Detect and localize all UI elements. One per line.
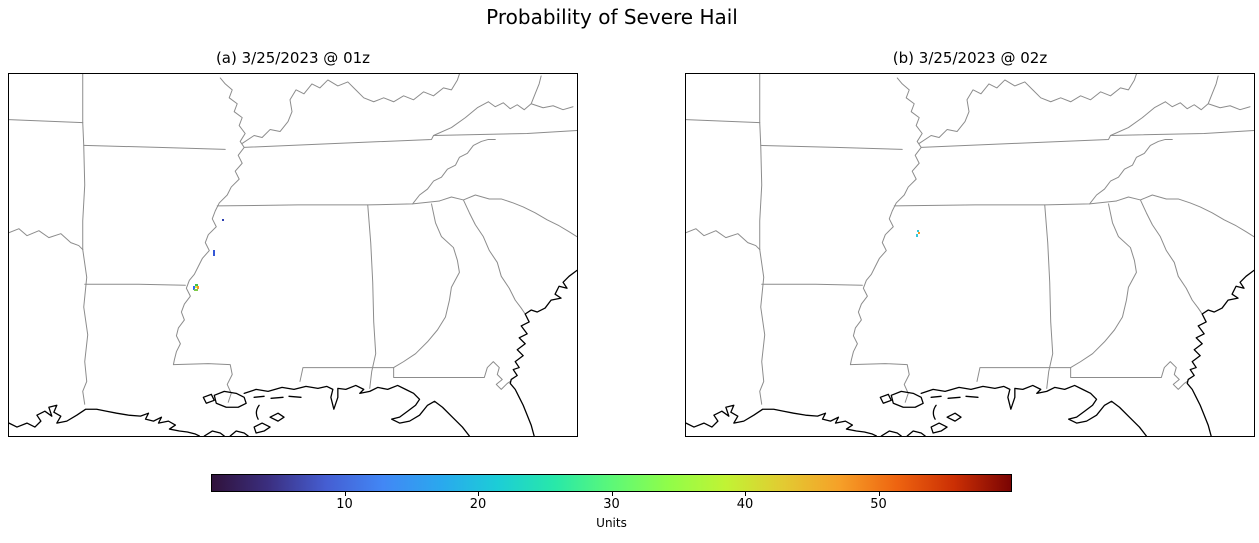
panel-b-title: (b) 3/25/2023 @ 02z xyxy=(892,49,1048,67)
colorbar-tick-label: 30 xyxy=(603,497,620,512)
hail-probability-contour-mark xyxy=(193,286,195,290)
hail-probability-contour-mark xyxy=(195,286,197,288)
colorbar xyxy=(211,474,1012,492)
hail-probability-contour-mark xyxy=(916,234,918,237)
hail-probability-contour-mark xyxy=(917,230,919,232)
hail-contours-a xyxy=(9,74,577,436)
hail-probability-contour-mark xyxy=(222,219,224,221)
colorbar-tick xyxy=(745,492,746,496)
hail-probability-contour-mark xyxy=(918,232,920,234)
colorbar-tick-label: 20 xyxy=(469,497,487,512)
hail-probability-contour-mark xyxy=(213,250,215,256)
colorbar-axis-label: Units xyxy=(596,516,627,530)
colorbar-tick-label: 10 xyxy=(336,497,353,512)
colorbar-tick xyxy=(478,492,479,496)
hail-probability-contour-mark xyxy=(197,286,199,289)
figure-title: Probability of Severe Hail xyxy=(486,5,738,29)
map-axes-a xyxy=(8,73,578,437)
colorbar-tick xyxy=(878,492,880,496)
panel-a-title: (a) 3/25/2023 @ 01z xyxy=(215,49,371,67)
hail-probability-contour-mark xyxy=(195,284,198,286)
colorbar-tick-label: 40 xyxy=(736,497,754,512)
hail-probability-contour-mark xyxy=(194,289,198,291)
colorbar-tick xyxy=(344,492,346,496)
colorbar-tick-label: 50 xyxy=(870,497,887,512)
colorbar-tick xyxy=(611,492,613,496)
hail-contours-b xyxy=(686,74,1254,436)
map-axes-b xyxy=(685,73,1255,437)
